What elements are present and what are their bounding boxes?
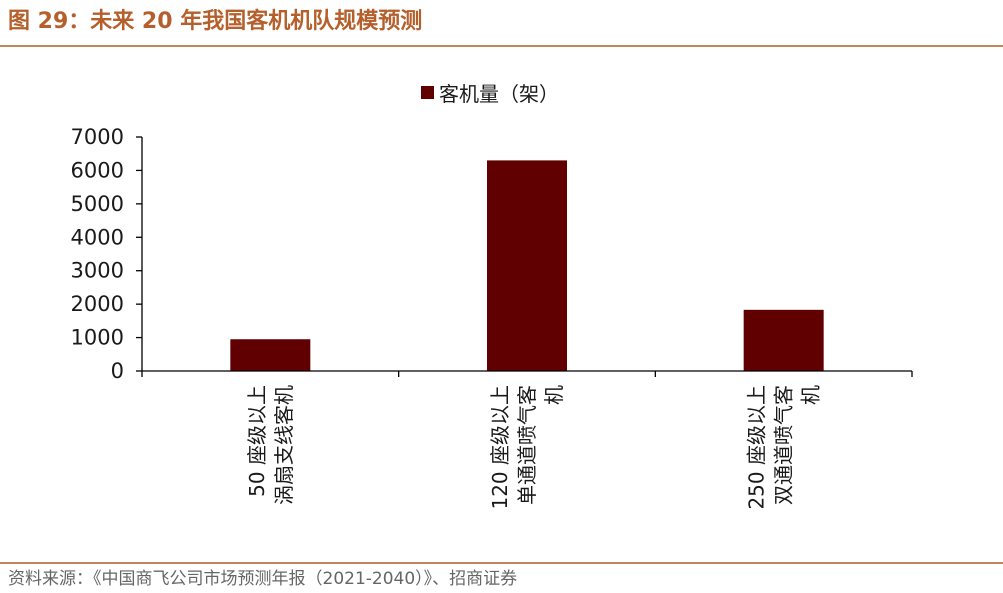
legend-label: 客机量（架） (439, 81, 559, 106)
x-category-label-2: 120 座级以上 单通道喷气客机 (488, 385, 566, 510)
y-tick-label: 6000 (71, 158, 124, 182)
bar-1 (230, 339, 311, 371)
x-category-label-line: 50 座级以上 (245, 385, 269, 497)
x-category-label-line: 双通道喷气客 (772, 385, 796, 505)
x-category-label-line: 机 (542, 385, 566, 405)
y-tick-label: 2000 (71, 292, 124, 316)
chart-legend: 客机量（架） (421, 78, 559, 106)
x-category-label-line: 120 座级以上 (488, 385, 512, 510)
x-category-label-line: 单通道喷气客 (515, 385, 539, 505)
x-category-label-3: 250 座级以上 双通道喷气客机 (745, 385, 823, 510)
bottom-divider (0, 562, 1003, 564)
x-category-label-line: 250 座级以上 (745, 385, 769, 510)
x-category-label-line: 机 (799, 385, 823, 405)
y-tick-label: 5000 (71, 192, 124, 216)
legend-swatch (421, 85, 434, 99)
x-category-label-line: 涡扇支线客机 (272, 385, 296, 505)
y-tick-label: 3000 (71, 259, 124, 283)
bar-3 (743, 309, 824, 371)
y-tick-label: 0 (111, 359, 124, 383)
bar-2 (487, 160, 567, 371)
y-tick-label: 7000 (71, 125, 124, 149)
figure-title: 图 29：未来 20 年我国客机机队规模预测 (8, 9, 423, 34)
source-note: 资料来源：《中国商飞公司市场预测年报（2021-2040）》、招商证券 (8, 569, 518, 589)
y-tick-label: 4000 (71, 225, 124, 249)
top-divider (0, 45, 1003, 47)
x-category-label-1: 50 座级以上 涡扇支线客机 (245, 385, 296, 505)
y-tick-label: 1000 (71, 326, 124, 350)
